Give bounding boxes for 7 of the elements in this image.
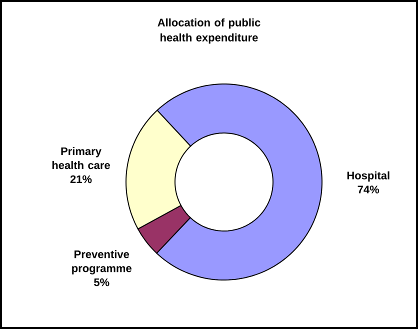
data-label: 74% [358,186,380,194]
slice-label: Primary health care [52,147,110,170]
slice-label: Hospital [347,171,390,182]
slice-label: Preventive programme [72,250,132,274]
chart-title: Allocation of public health expenditure [158,18,260,44]
data-label: 5% [94,278,110,286]
data-label: 21% [70,175,92,184]
